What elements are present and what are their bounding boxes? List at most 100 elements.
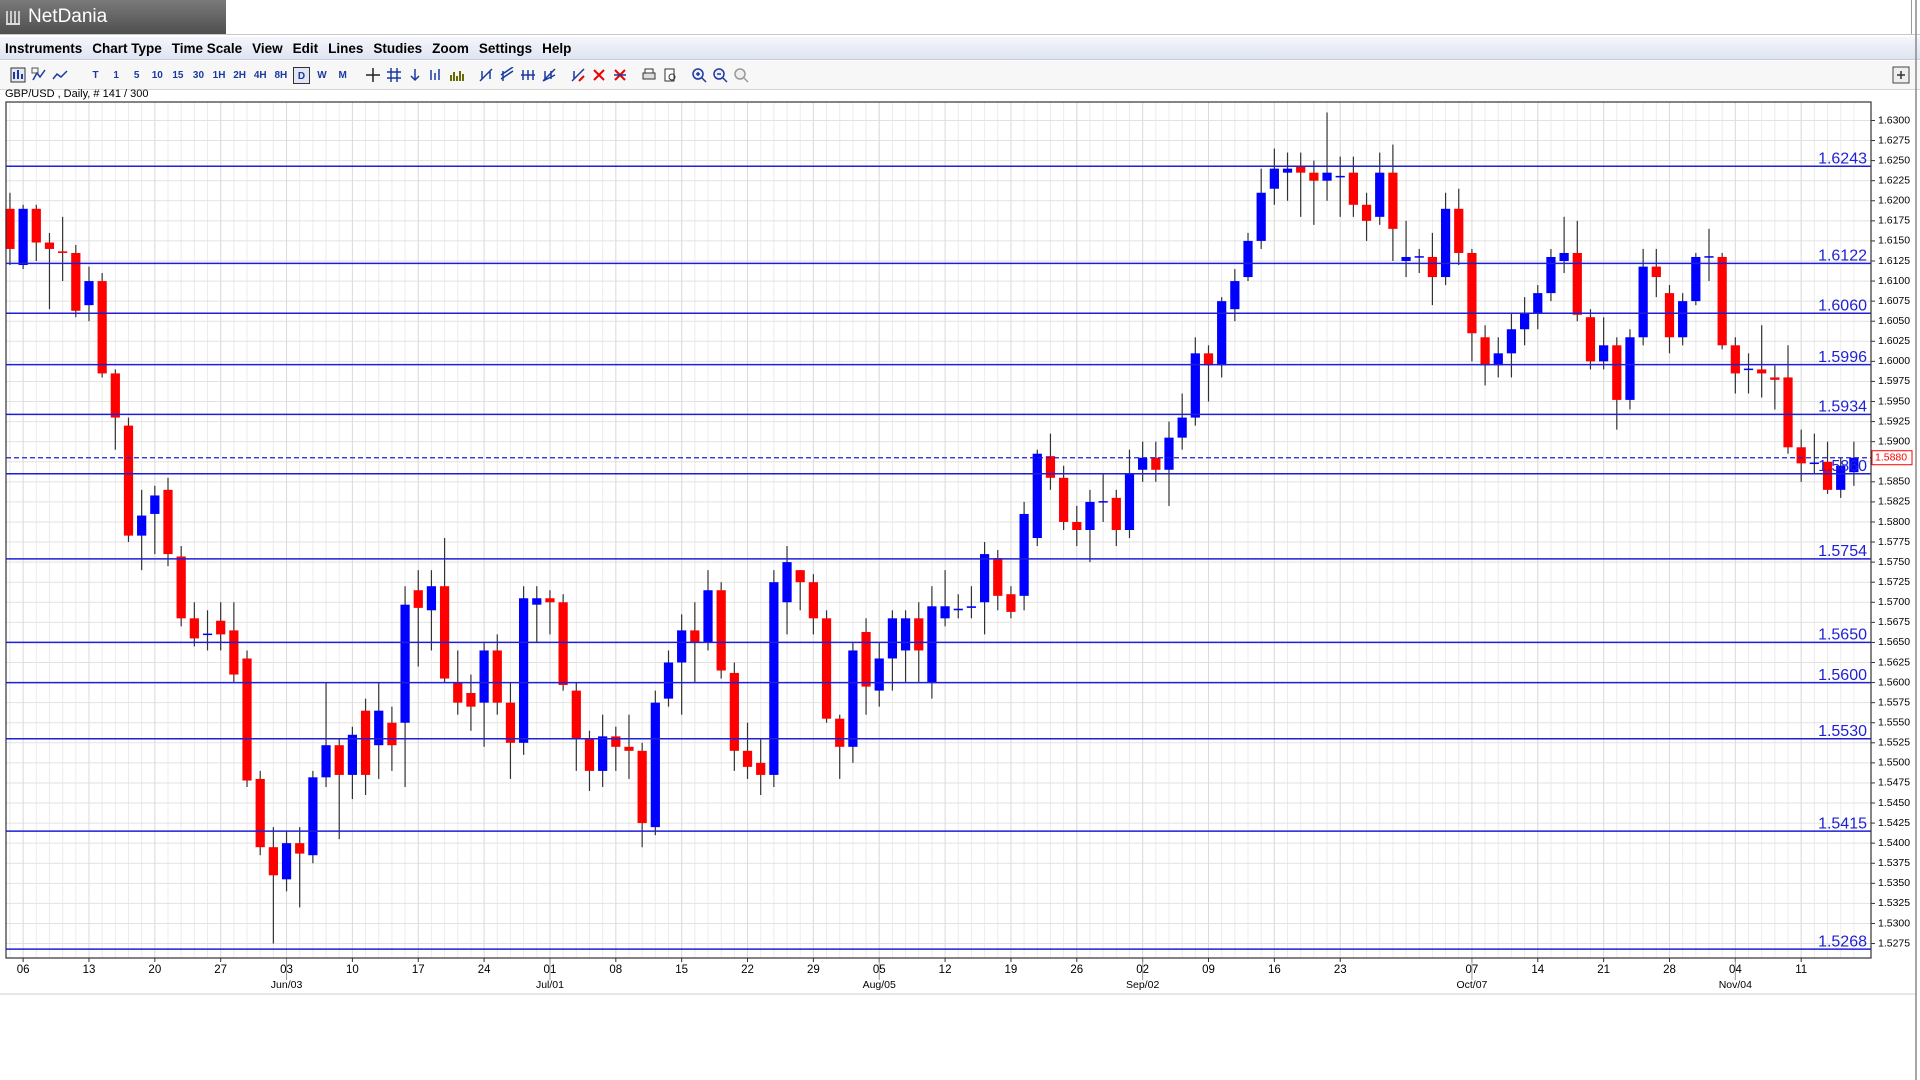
panel-button[interactable] xyxy=(1892,66,1910,84)
x-tick-label: 29 xyxy=(807,964,820,976)
compare-button[interactable] xyxy=(31,67,47,83)
timeframe-button[interactable]: T xyxy=(92,69,99,81)
candle-body xyxy=(163,489,173,555)
candle-body xyxy=(216,620,226,635)
x-tick-label: 15 xyxy=(675,964,688,976)
y-tick-label: 1.5550 xyxy=(1878,717,1910,729)
level-label: 1.6060 xyxy=(1818,297,1867,314)
timeframe-button[interactable]: D xyxy=(292,66,310,84)
menu-item[interactable]: Zoom xyxy=(432,40,469,56)
candle-body xyxy=(1361,204,1372,221)
candle-body xyxy=(756,762,766,775)
candle-body xyxy=(729,672,739,751)
month-label: Oct/07 xyxy=(1456,979,1487,991)
x-tick-label: 10 xyxy=(346,964,359,976)
candle-body xyxy=(519,598,529,743)
volume-button[interactable] xyxy=(449,67,465,83)
candle-body xyxy=(1072,521,1082,530)
crosshair-button[interactable] xyxy=(365,67,381,83)
candle-body xyxy=(374,710,384,746)
plot-background xyxy=(6,102,1871,958)
candle-body xyxy=(1098,501,1108,503)
line-chart-button[interactable] xyxy=(52,67,68,83)
y-tick-label: 1.6100 xyxy=(1878,275,1910,287)
candle-body xyxy=(308,777,318,856)
candle-body xyxy=(31,208,41,243)
level-label: 1.5530 xyxy=(1818,723,1867,740)
y-tick-label: 1.5625 xyxy=(1878,656,1910,668)
timeframe-button[interactable]: 2H xyxy=(233,69,247,81)
menu-item[interactable]: Instruments xyxy=(5,40,83,56)
y-tick-label: 1.6175 xyxy=(1878,215,1910,227)
menu-bar: Instruments Chart Type Time Scale View Edit L… xyxy=(0,37,1920,60)
candle-body xyxy=(1388,172,1398,229)
timeframe-button[interactable]: 5 xyxy=(133,69,140,81)
candle-body xyxy=(716,590,726,671)
plot-frame xyxy=(5,101,1872,959)
menu-item[interactable]: Studies xyxy=(373,40,423,56)
zoom-in-button[interactable] xyxy=(691,67,707,83)
timeframe-button[interactable]: 15 xyxy=(172,69,184,81)
delete-all-button[interactable] xyxy=(612,67,628,83)
menu-item[interactable]: Settings xyxy=(478,40,533,56)
fibonacci-button[interactable] xyxy=(520,67,536,83)
y-tick-label: 1.6075 xyxy=(1878,295,1910,307)
chart-type-button[interactable] xyxy=(10,67,26,83)
menu-item[interactable]: Edit xyxy=(292,40,319,56)
arrow-button[interactable] xyxy=(407,67,423,83)
trendline-button[interactable] xyxy=(478,67,494,83)
timeframe-button[interactable]: M xyxy=(338,69,347,81)
candle-body xyxy=(1559,252,1569,261)
grid-button[interactable] xyxy=(386,67,402,83)
timeframe-button[interactable]: 30 xyxy=(192,69,205,81)
y-tick-label: 1.5400 xyxy=(1878,837,1910,849)
menu-item[interactable]: Lines xyxy=(328,40,364,56)
candle-body xyxy=(1493,353,1503,366)
timeframe-button[interactable]: W xyxy=(317,69,327,81)
x-tick-label: 28 xyxy=(1663,964,1676,976)
timeframe-button[interactable]: 8H xyxy=(274,69,288,81)
x-tick-label: 13 xyxy=(83,964,96,976)
candle-body xyxy=(5,208,15,249)
x-tick-label: 09 xyxy=(1202,964,1215,976)
month-label: Aug/05 xyxy=(863,979,896,991)
timeframe-button[interactable]: 1H xyxy=(212,69,226,81)
menu-item[interactable]: Help xyxy=(542,40,572,56)
timeframe-button[interactable]: 4H xyxy=(253,69,267,81)
fan-button[interactable] xyxy=(541,67,557,83)
candle-body xyxy=(703,590,713,643)
candle-body xyxy=(229,630,239,675)
timeframe-button[interactable]: 1 xyxy=(113,69,119,81)
candle-body xyxy=(71,252,81,311)
y-tick-label: 1.5525 xyxy=(1878,737,1910,749)
candle-body xyxy=(1414,256,1424,258)
delete-button[interactable] xyxy=(591,67,607,83)
candle-body xyxy=(1190,353,1200,418)
candle-body xyxy=(1006,594,1016,612)
candle-body xyxy=(1467,252,1477,334)
candle-body xyxy=(176,556,186,619)
zoom-reset-button[interactable] xyxy=(733,67,749,83)
candle-body xyxy=(202,633,213,636)
x-tick-label: 08 xyxy=(609,964,622,976)
preview-button[interactable] xyxy=(662,67,678,83)
menu-item[interactable]: View xyxy=(252,40,283,56)
candle-body xyxy=(84,281,94,306)
menu-item[interactable]: Chart Type xyxy=(92,40,162,56)
candle-body xyxy=(611,736,621,747)
candle-body xyxy=(966,606,977,608)
menu-item[interactable]: Time Scale xyxy=(171,40,243,56)
candle-body xyxy=(1691,256,1701,302)
candle-body xyxy=(1256,192,1266,241)
edit-lines-button[interactable] xyxy=(570,67,586,83)
timeframe-button[interactable]: 10 xyxy=(151,69,163,81)
candle-body xyxy=(887,618,898,659)
toolbar: T 1 5 10 15 30 1H 2H 4H 8H D W M xyxy=(0,61,1920,90)
zoom-out-button[interactable] xyxy=(712,67,728,83)
print-button[interactable] xyxy=(641,67,657,83)
channel-button[interactable] xyxy=(499,67,515,83)
candle-body xyxy=(953,608,963,611)
candle-body xyxy=(400,604,410,723)
bars-button[interactable] xyxy=(428,67,444,83)
